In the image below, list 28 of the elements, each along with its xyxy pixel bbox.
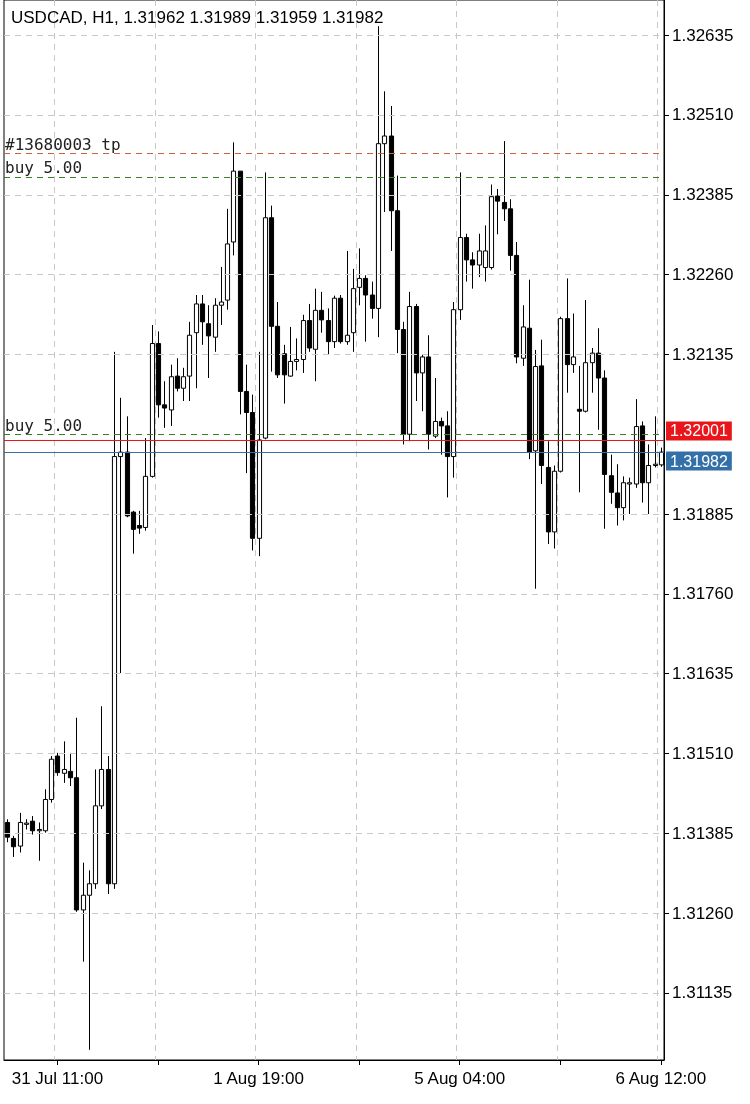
ref-line-label: 1.32001 [670, 422, 728, 440]
y-tick-label: 1.31385 [672, 823, 734, 843]
y-tick-label: 1.32260 [672, 265, 734, 285]
y-tick-label: 1.32385 [672, 185, 734, 205]
x-tick-label: 1 Aug 19:00 [213, 1069, 304, 1088]
candlestick [256, 351, 263, 557]
text: USDCAD, H1, 1.31962 1.31989 1.31959 1.31982 [11, 8, 384, 27]
y-tick-label: 1.31510 [672, 743, 734, 763]
x-tick-label: 5 Aug 04:00 [414, 1069, 506, 1088]
candlestick [350, 268, 357, 353]
x-tick-label: 6 Aug 12:00 [615, 1069, 707, 1088]
ref-line-label: #13680003 tp [5, 134, 121, 154]
y-tick-label: 1.31260 [672, 903, 734, 923]
ref-line-label: buy 5.00 [5, 415, 83, 435]
y-tick-label: 1.32635 [672, 25, 734, 45]
candlestick [344, 250, 351, 346]
y-tick-label: 1.32510 [672, 105, 734, 125]
candlestick [205, 304, 212, 379]
y-tick-label: 1.31885 [672, 504, 734, 524]
x-tick-label: 31 Jul 11:00 [11, 1069, 104, 1088]
candlestick [230, 141, 237, 256]
y-tick-label: 1.31760 [672, 584, 734, 604]
ref-line-label: 1.31982 [670, 452, 728, 470]
y-tick-label: 1.32135 [672, 344, 734, 364]
y-tick-label: 1.31135 [672, 983, 733, 1003]
ref-line-label: buy 5.00 [5, 158, 83, 178]
candlestick [224, 208, 231, 311]
y-tick-label: 1.31635 [672, 664, 734, 684]
